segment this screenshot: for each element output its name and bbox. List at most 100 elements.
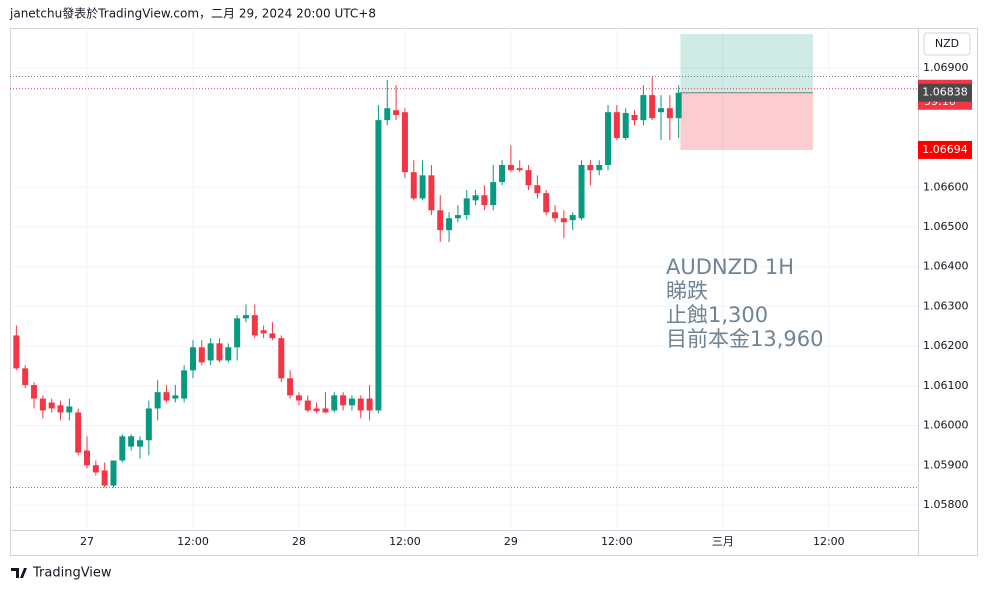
candle-body <box>437 210 444 231</box>
candle-body <box>163 392 170 401</box>
candle-body <box>304 400 311 411</box>
candle-body <box>216 343 223 361</box>
candle-body <box>384 108 391 121</box>
candle-body <box>463 198 470 216</box>
candle-body <box>649 95 656 119</box>
y-tick-label: 1.06000 <box>923 419 969 432</box>
candle-body <box>596 165 603 171</box>
candle-body <box>251 315 258 336</box>
candle-body <box>48 402 55 409</box>
candle-body <box>128 436 135 447</box>
x-tick-label: 12:00 <box>177 535 209 548</box>
candle-body <box>198 347 205 363</box>
x-tick-label: 12:00 <box>389 535 421 548</box>
y-tick-label: 1.06900 <box>923 61 969 74</box>
logo <box>11 568 27 578</box>
price-label: 1.06838 <box>922 86 968 99</box>
candle-body <box>110 460 117 486</box>
candle-body <box>92 465 99 473</box>
candle-body <box>587 165 594 171</box>
candle-body <box>525 170 532 186</box>
currency[interactable]: NZD <box>935 37 959 50</box>
currency-button[interactable] <box>923 32 971 56</box>
candle-body <box>189 347 196 371</box>
note: 目前本金13,960 <box>666 327 823 351</box>
candle-body <box>472 195 479 201</box>
price-label-bg <box>918 83 972 102</box>
y-tick-label: 1.05800 <box>923 498 969 511</box>
candle-body <box>172 395 179 399</box>
candle-body <box>560 218 567 223</box>
candle-body <box>490 182 497 206</box>
candle-body <box>331 395 338 411</box>
candle-body <box>419 175 426 199</box>
y-tick-label: 1.05900 <box>923 458 969 471</box>
candle-body <box>154 392 161 409</box>
candle-body <box>446 218 453 231</box>
candle-body <box>242 315 249 319</box>
y-tick-label: 1.06400 <box>923 260 969 273</box>
price-label-bg <box>918 140 972 159</box>
candle-body <box>75 412 82 453</box>
candle-body <box>295 395 302 401</box>
candle-body <box>578 165 585 219</box>
y-tick-label: 1.06200 <box>923 339 969 352</box>
candle-body <box>481 195 488 206</box>
candle-body <box>287 378 294 396</box>
candle-body <box>675 92 682 119</box>
y-tick-label: 1.06600 <box>923 180 969 193</box>
candle-body <box>622 112 629 139</box>
candle-body <box>401 112 408 173</box>
candle-body <box>393 110 400 115</box>
footer: TradingView <box>32 566 112 581</box>
candle-body <box>207 343 214 361</box>
candle-body <box>569 215 576 221</box>
candle-body <box>181 370 188 399</box>
candle-body <box>357 398 364 411</box>
candle-body <box>101 470 108 486</box>
candle-body <box>605 112 612 166</box>
x-tick-label: 27 <box>80 535 94 548</box>
candle-body <box>499 165 506 183</box>
candle-body <box>22 368 29 386</box>
candle-body <box>225 347 232 361</box>
candle-body <box>428 175 435 211</box>
candle-body <box>366 398 373 411</box>
note: 睇跌 <box>666 279 708 303</box>
candle-body <box>234 318 241 348</box>
x-tick-label: 29 <box>504 535 518 548</box>
x-tick-label: 12:00 <box>601 535 633 548</box>
target-zone <box>680 33 813 93</box>
price-label: 1.06694 <box>922 143 968 156</box>
candle-body <box>640 95 647 121</box>
x-tick-label: 28 <box>292 535 306 548</box>
candle-body <box>39 398 46 411</box>
candle-body <box>278 338 285 379</box>
candle-body <box>31 385 38 399</box>
x-tick-label: 12:00 <box>813 535 845 548</box>
candle-body <box>66 406 73 413</box>
candle-body <box>145 408 152 441</box>
candle-body <box>454 215 461 219</box>
stop-zone <box>680 92 813 150</box>
y-tick-label: 1.06300 <box>923 299 969 312</box>
candle-body <box>410 172 417 199</box>
note: AUDNZD 1H <box>666 255 794 279</box>
candle-body <box>507 165 514 171</box>
y-tick-label: 1.06500 <box>923 220 969 233</box>
header: janetchu發表於TradingView.com，二月 29, 2024 2… <box>9 6 376 21</box>
candle-body <box>269 333 276 339</box>
candle-body <box>613 112 620 139</box>
candle-body <box>13 335 20 369</box>
note: 止蝕1,300 <box>666 303 768 327</box>
candle-body <box>631 114 638 121</box>
x-tick-label: 三月 <box>712 535 734 548</box>
candle-body <box>534 185 541 194</box>
candle-body <box>516 168 523 171</box>
candle-body <box>136 440 143 447</box>
candle-body <box>543 193 550 213</box>
y-tick-label: 1.06100 <box>923 379 969 392</box>
